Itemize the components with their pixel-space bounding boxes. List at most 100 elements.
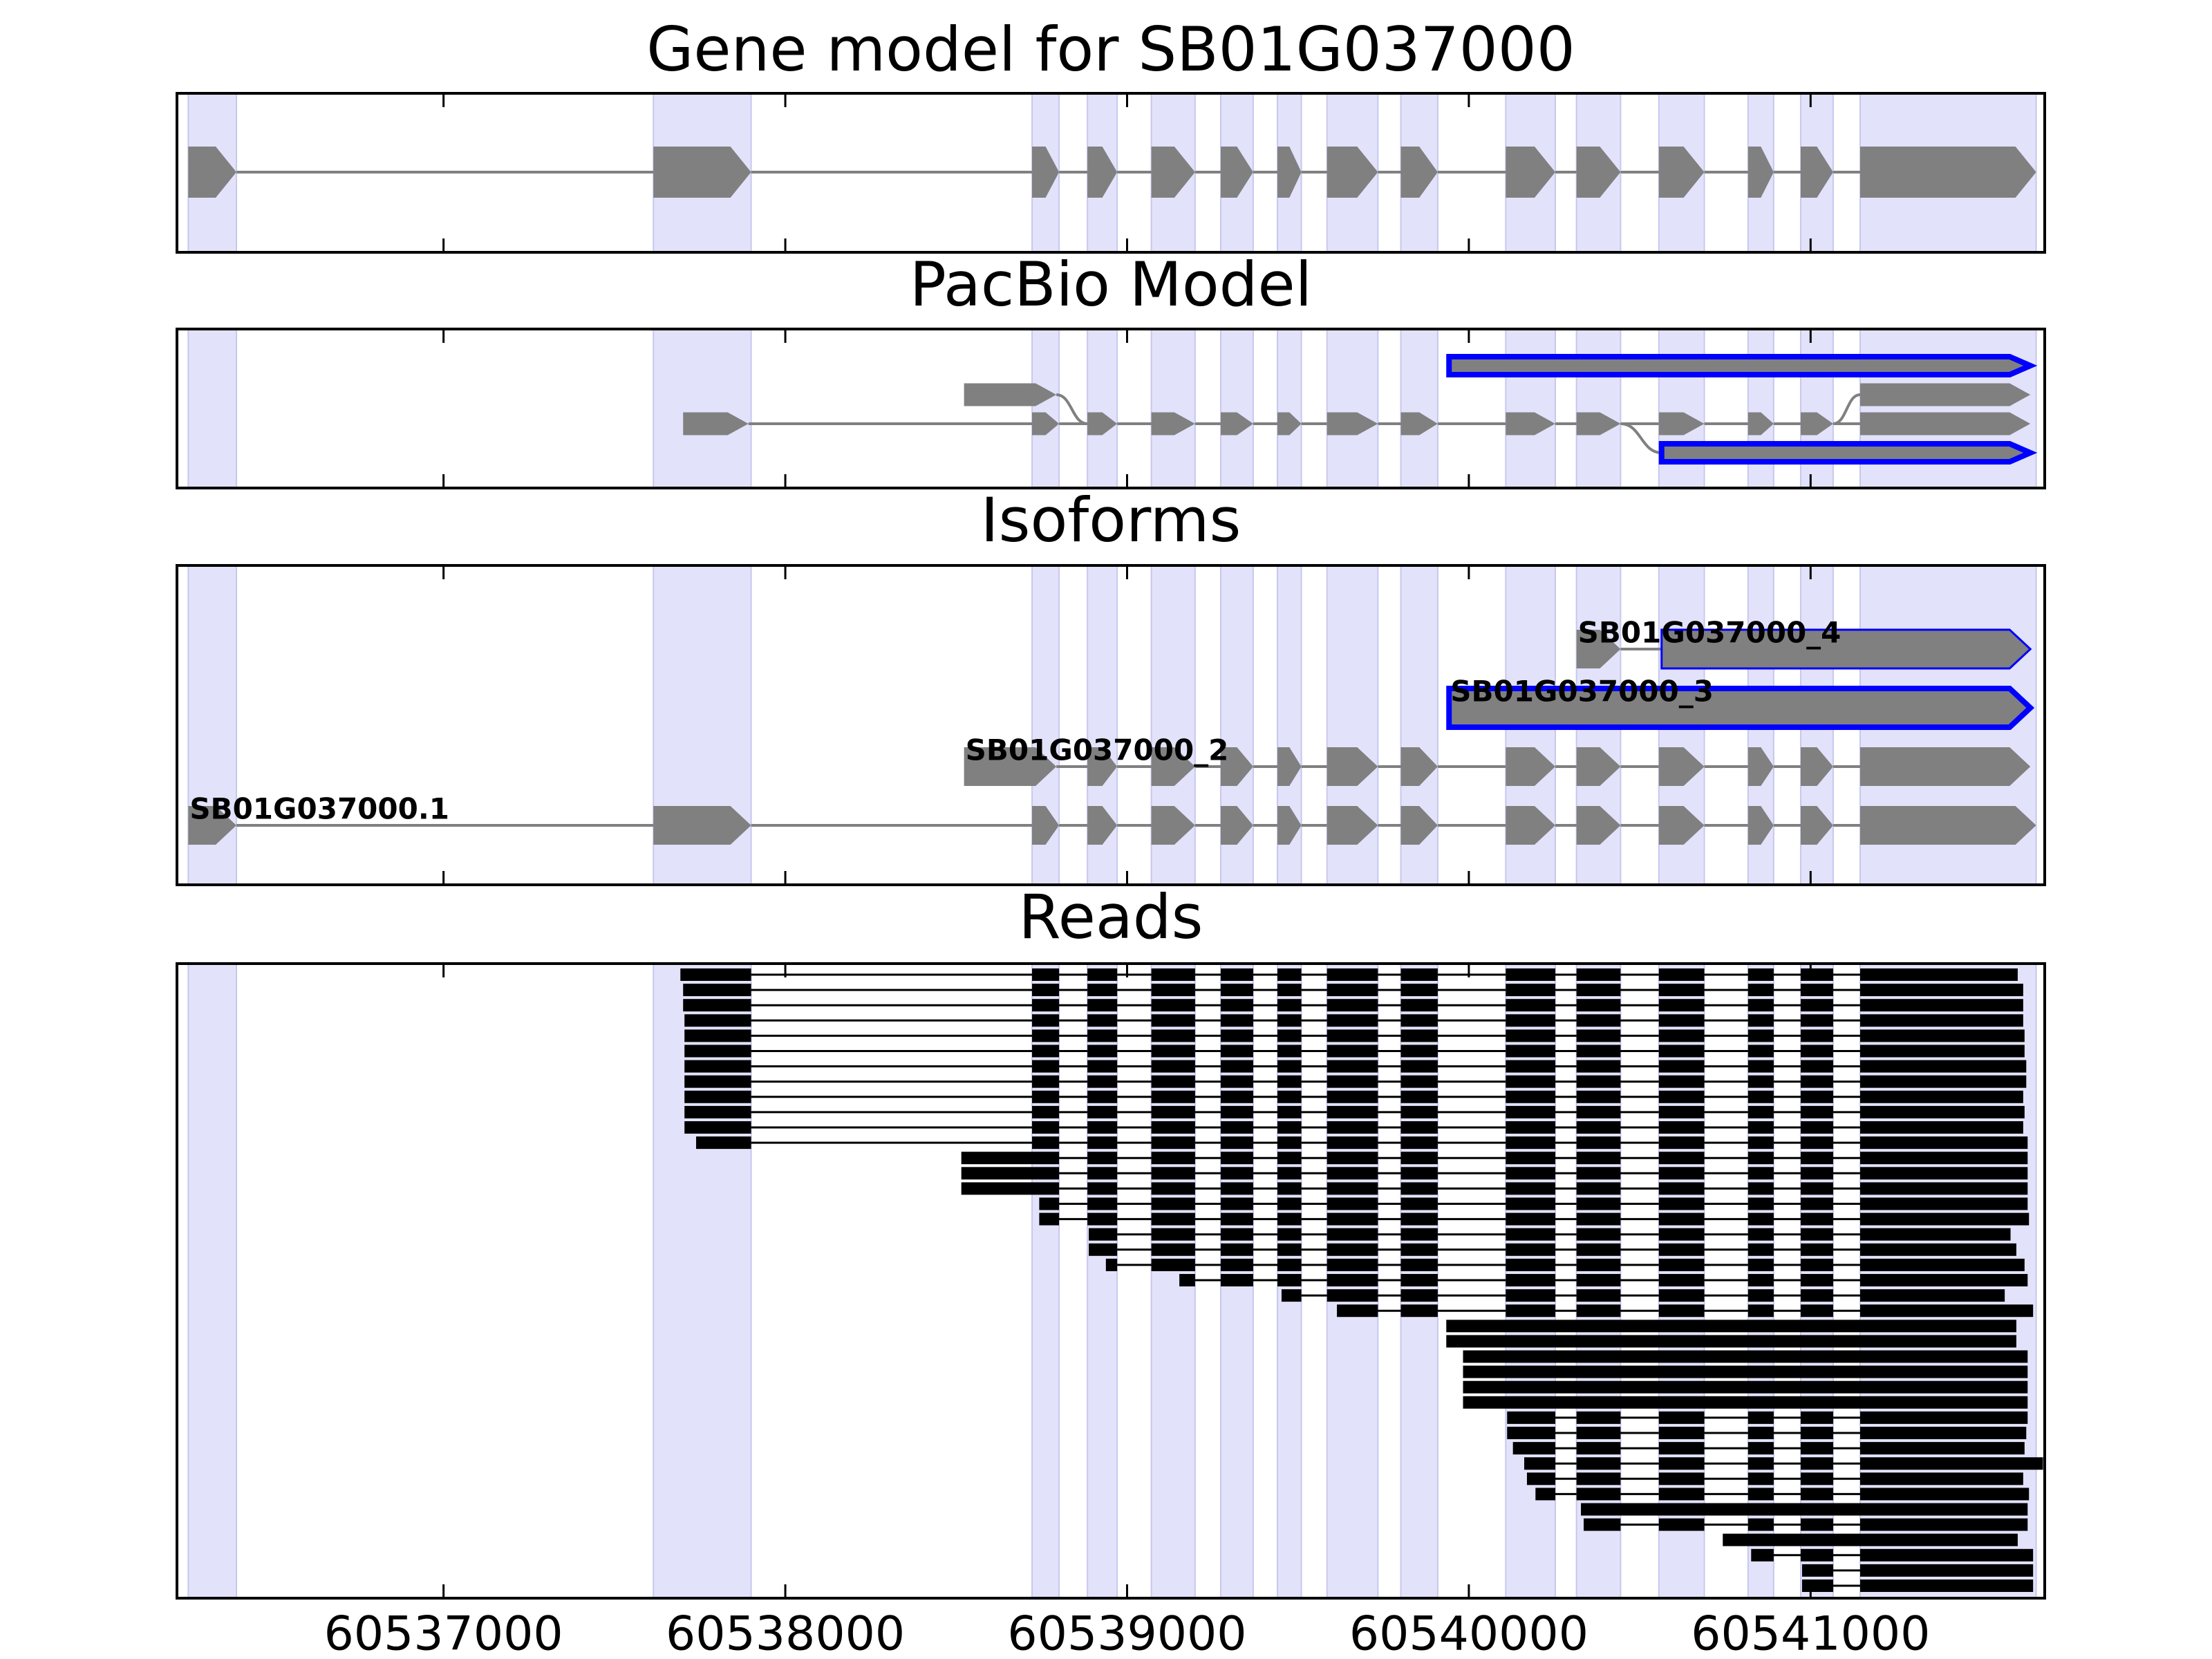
read-block [1032, 1075, 1060, 1088]
read-block [1860, 1488, 2030, 1501]
read-block [1400, 1029, 1438, 1042]
read-block [1400, 1258, 1438, 1271]
exon [1576, 147, 1621, 198]
exon [1032, 147, 1060, 198]
read-block [1576, 1182, 1621, 1195]
read-block [1039, 1197, 1060, 1210]
exon [188, 147, 237, 198]
read-block [1658, 968, 1705, 981]
read-block [1747, 1442, 1774, 1455]
exon [1860, 412, 2031, 435]
read-block [684, 1121, 751, 1134]
read-block [1860, 1580, 2034, 1592]
read-block [1658, 999, 1705, 1012]
read-block [1277, 968, 1302, 981]
read-block [1087, 999, 1118, 1012]
x-tick-label: 60538000 [666, 1607, 905, 1659]
read-block [1723, 1533, 2018, 1546]
read-block [1658, 1152, 1705, 1165]
read-block [684, 1105, 751, 1118]
read-block [1506, 1228, 1555, 1241]
read-block [1327, 968, 1378, 981]
read-block [1747, 1457, 1774, 1470]
read-block [1506, 968, 1555, 981]
read-block [1576, 1105, 1621, 1118]
read-block [1576, 1044, 1621, 1058]
read-block [961, 1152, 1060, 1165]
read-block [1800, 1060, 1833, 1073]
read-block [1446, 1320, 2016, 1333]
panel-frame [176, 328, 2046, 489]
x-tick-label: 60540000 [1349, 1607, 1588, 1659]
read-block [1800, 1442, 1833, 1455]
read-block [1800, 1289, 1833, 1302]
exon [1400, 147, 1438, 198]
read-block [1658, 1090, 1705, 1103]
read-block [1860, 1060, 2027, 1073]
read-block [1747, 1304, 1774, 1318]
read-block [1277, 1258, 1302, 1271]
read-block [1800, 1228, 1833, 1241]
read-block [1658, 1197, 1705, 1210]
read-block [1860, 1243, 2016, 1256]
read-block [1327, 1075, 1378, 1088]
read-block [1860, 1518, 2028, 1531]
read-block [1584, 1518, 1621, 1531]
read-block [1800, 984, 1833, 997]
read-block [1576, 1304, 1621, 1318]
read-block [1277, 1121, 1302, 1134]
read-block [1032, 1105, 1060, 1118]
read-block [684, 1060, 751, 1073]
read-block [1327, 1289, 1378, 1302]
read-block [1220, 1029, 1253, 1042]
read-block [1277, 1243, 1302, 1256]
exon [1220, 412, 1253, 435]
read-block [1576, 1136, 1621, 1150]
read-block [1151, 1152, 1195, 1165]
read-block [1089, 1243, 1118, 1256]
read-block [1179, 1274, 1195, 1286]
exon [1860, 147, 2036, 198]
read-block [1151, 1029, 1195, 1042]
read-block [1576, 1457, 1621, 1470]
read-block [1658, 1060, 1705, 1073]
read-block [1400, 1090, 1438, 1103]
read-block [1576, 1152, 1621, 1165]
read-block [1800, 1488, 1833, 1501]
read-block [1860, 1548, 2034, 1562]
read-block [1576, 1243, 1621, 1256]
read-block [1860, 1029, 2025, 1042]
read-block [1400, 1105, 1438, 1118]
exon-shade [1505, 328, 1556, 489]
read-block [1581, 1503, 2028, 1516]
read-block [1658, 1289, 1705, 1302]
exon [1800, 747, 1833, 786]
read-block [1327, 1090, 1378, 1103]
read-block [1087, 1212, 1118, 1226]
read-block [684, 1029, 751, 1042]
read-block [1506, 1304, 1555, 1318]
read-block [1576, 1197, 1621, 1210]
x-tick-label: 60541000 [1691, 1607, 1930, 1659]
read-block [1860, 1442, 2025, 1455]
exon [1220, 747, 1253, 786]
exon [1327, 412, 1378, 435]
read-block [683, 984, 751, 997]
read-block [1800, 1304, 1833, 1318]
read-block [1087, 1014, 1118, 1027]
read-block [1860, 1274, 2028, 1286]
read-block [1800, 1548, 1833, 1562]
exon [1032, 806, 1060, 845]
read-block [1506, 999, 1555, 1012]
panel-frame [176, 92, 2046, 254]
read-block [1576, 968, 1621, 981]
read-block [1747, 1518, 1774, 1531]
read-block [1860, 1228, 2011, 1241]
exon-shade [187, 963, 238, 1599]
read-block [1860, 1182, 2028, 1195]
read-block [1658, 1075, 1705, 1088]
exon [1400, 806, 1438, 845]
read-block [1506, 1197, 1555, 1210]
read-block [1747, 1197, 1774, 1210]
read-block [1087, 1044, 1118, 1058]
